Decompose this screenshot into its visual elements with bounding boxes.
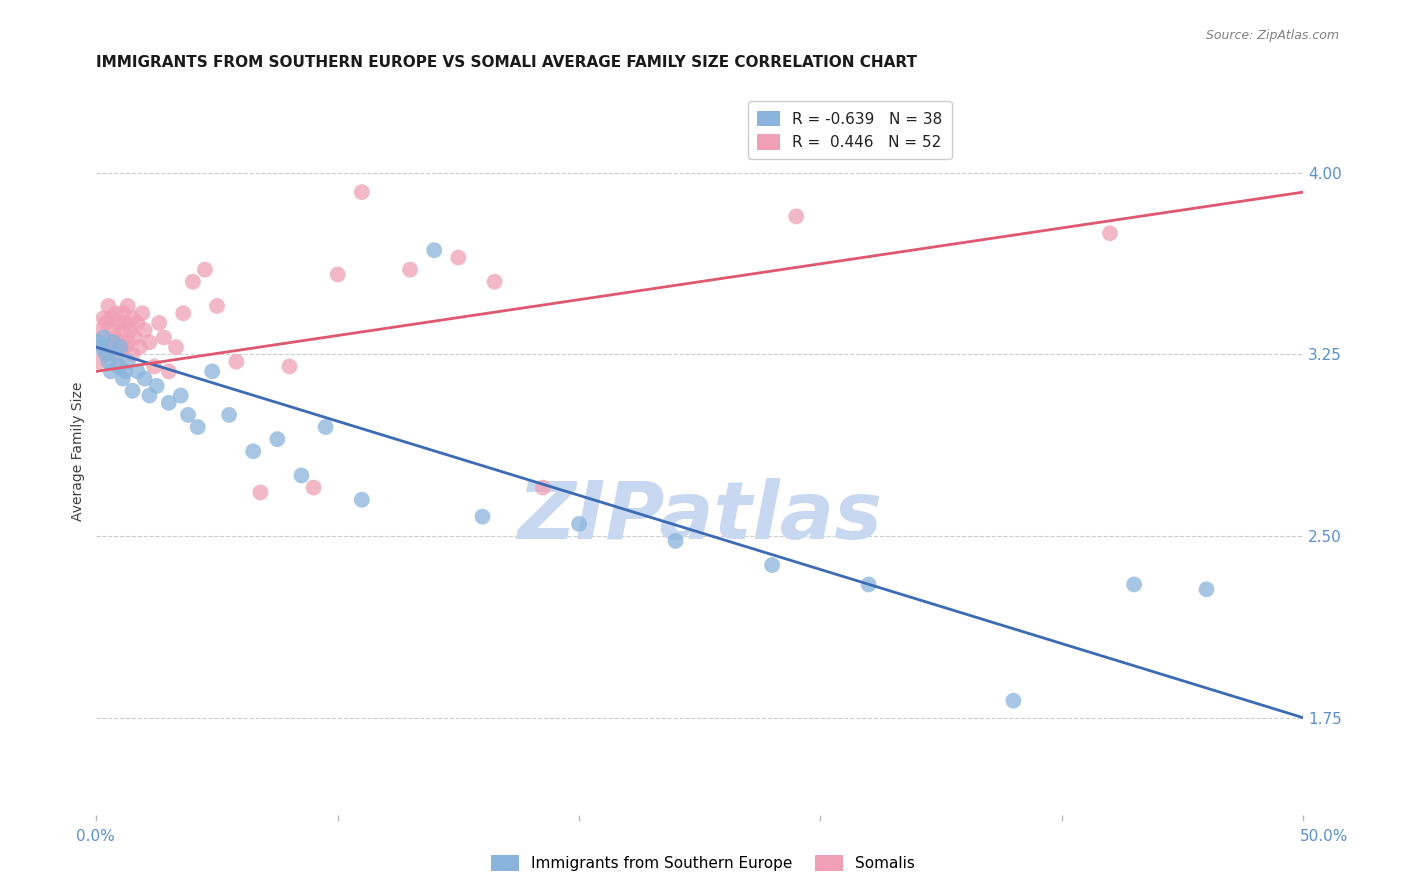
- Point: [447, 251, 470, 265]
- Point: [165, 340, 187, 354]
- Point: [138, 388, 160, 402]
- Point: [121, 347, 143, 361]
- Point: [290, 468, 312, 483]
- Point: [117, 354, 139, 368]
- Point: [423, 244, 446, 258]
- Point: [172, 306, 194, 320]
- Point: [97, 354, 120, 368]
- Point: [127, 316, 149, 330]
- Legend: Immigrants from Southern Europe, Somalis: Immigrants from Southern Europe, Somalis: [485, 849, 921, 877]
- Point: [121, 311, 143, 326]
- Point: [107, 316, 129, 330]
- Point: [148, 316, 170, 330]
- Point: [157, 396, 180, 410]
- Point: [201, 364, 224, 378]
- Point: [350, 492, 373, 507]
- Point: [134, 371, 156, 385]
- Point: [111, 323, 134, 337]
- Point: [110, 340, 132, 354]
- Point: [194, 262, 217, 277]
- Point: [1123, 577, 1146, 591]
- Point: [93, 340, 115, 354]
- Point: [100, 335, 122, 350]
- Point: [104, 347, 127, 361]
- Point: [1098, 227, 1121, 241]
- Point: [157, 364, 180, 378]
- Point: [218, 408, 240, 422]
- Point: [266, 432, 288, 446]
- Point: [87, 354, 110, 368]
- Point: [114, 316, 136, 330]
- Legend: R = -0.639   N = 38, R =  0.446   N = 52: R = -0.639 N = 38, R = 0.446 N = 52: [748, 102, 952, 160]
- Y-axis label: Average Family Size: Average Family Size: [72, 382, 86, 521]
- Text: 0.0%: 0.0%: [76, 830, 115, 844]
- Point: [858, 577, 880, 591]
- Point: [124, 330, 146, 344]
- Point: [242, 444, 264, 458]
- Text: Source: ZipAtlas.com: Source: ZipAtlas.com: [1205, 29, 1339, 42]
- Point: [90, 323, 112, 337]
- Point: [134, 323, 156, 337]
- Point: [138, 335, 160, 350]
- Point: [326, 268, 349, 282]
- Point: [205, 299, 228, 313]
- Point: [181, 275, 204, 289]
- Point: [120, 323, 142, 337]
- Point: [97, 299, 120, 313]
- Point: [484, 275, 506, 289]
- Text: IMMIGRANTS FROM SOUTHERN EUROPE VS SOMALI AVERAGE FAMILY SIZE CORRELATION CHART: IMMIGRANTS FROM SOUTHERN EUROPE VS SOMAL…: [97, 55, 917, 70]
- Point: [568, 516, 591, 531]
- Point: [471, 509, 494, 524]
- Point: [302, 481, 325, 495]
- Point: [187, 420, 209, 434]
- Point: [93, 311, 115, 326]
- Point: [103, 347, 125, 361]
- Point: [131, 306, 153, 320]
- Point: [117, 335, 139, 350]
- Point: [170, 388, 193, 402]
- Point: [93, 330, 115, 344]
- Point: [153, 330, 176, 344]
- Point: [121, 384, 143, 398]
- Point: [100, 364, 122, 378]
- Point: [350, 185, 373, 199]
- Point: [100, 311, 122, 326]
- Text: 50.0%: 50.0%: [1301, 830, 1348, 844]
- Point: [1002, 694, 1025, 708]
- Point: [114, 364, 136, 378]
- Point: [94, 316, 117, 330]
- Point: [531, 481, 554, 495]
- Point: [94, 347, 117, 361]
- Point: [104, 330, 127, 344]
- Point: [107, 340, 129, 354]
- Point: [103, 323, 125, 337]
- Point: [664, 533, 686, 548]
- Point: [785, 210, 807, 224]
- Point: [107, 359, 129, 374]
- Point: [127, 364, 149, 378]
- Point: [761, 558, 783, 573]
- Point: [111, 306, 134, 320]
- Point: [315, 420, 337, 434]
- Point: [1195, 582, 1218, 597]
- Point: [117, 299, 139, 313]
- Point: [225, 354, 247, 368]
- Point: [104, 306, 127, 320]
- Point: [103, 335, 125, 350]
- Point: [278, 359, 301, 374]
- Text: ZIPatlas: ZIPatlas: [517, 477, 882, 556]
- Point: [111, 371, 134, 385]
- Point: [399, 262, 422, 277]
- Point: [177, 408, 200, 422]
- Point: [110, 335, 132, 350]
- Point: [128, 340, 150, 354]
- Point: [90, 340, 112, 354]
- Point: [110, 359, 132, 374]
- Point: [87, 335, 110, 350]
- Point: [114, 340, 136, 354]
- Point: [143, 359, 166, 374]
- Point: [145, 379, 167, 393]
- Point: [249, 485, 271, 500]
